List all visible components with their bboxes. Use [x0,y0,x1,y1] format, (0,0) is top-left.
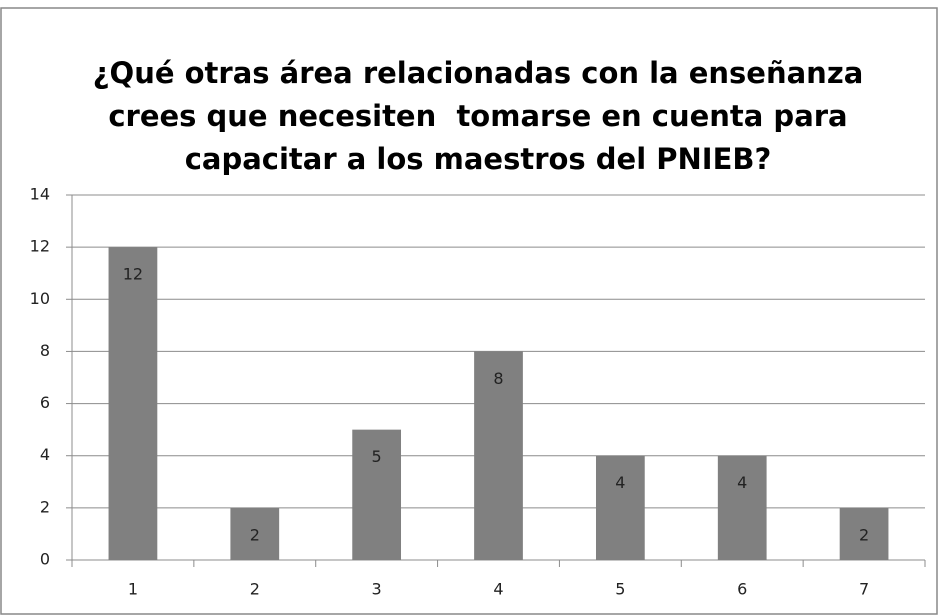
y-tick-label: 6 [40,393,50,412]
x-tick-label: 7 [859,580,869,599]
x-tick-label: 4 [493,580,503,599]
data-label: 4 [737,473,747,492]
bar [839,507,889,560]
chart-title: crees que necesiten tomarse en cuenta pa… [108,99,847,133]
x-tick-label: 5 [615,580,625,599]
x-tick-label: 6 [737,580,747,599]
y-tick-label: 14 [30,185,50,204]
bar [474,351,523,560]
data-label: 12 [123,265,143,284]
data-label: 4 [615,473,625,492]
y-tick-label: 0 [40,550,50,569]
bar [352,429,402,560]
bar [108,247,158,560]
data-label: 8 [493,369,503,388]
bar [230,507,280,560]
bar [595,455,645,560]
y-tick-label: 12 [30,237,50,256]
x-tick-label: 3 [372,580,382,599]
chart-title: ¿Qué otras área relacionadas con la ense… [93,56,864,90]
chart-title: capacitar a los maestros del PNIEB? [185,142,772,176]
x-tick-label: 1 [128,580,138,599]
y-tick-label: 2 [40,497,50,516]
data-label: 2 [859,525,869,544]
x-tick-label: 2 [250,580,260,599]
y-tick-label: 4 [40,445,50,464]
data-label: 5 [372,447,382,466]
y-tick-label: 10 [30,289,50,308]
y-tick-label: 8 [40,341,50,360]
bar [717,455,767,560]
data-label: 2 [250,525,260,544]
